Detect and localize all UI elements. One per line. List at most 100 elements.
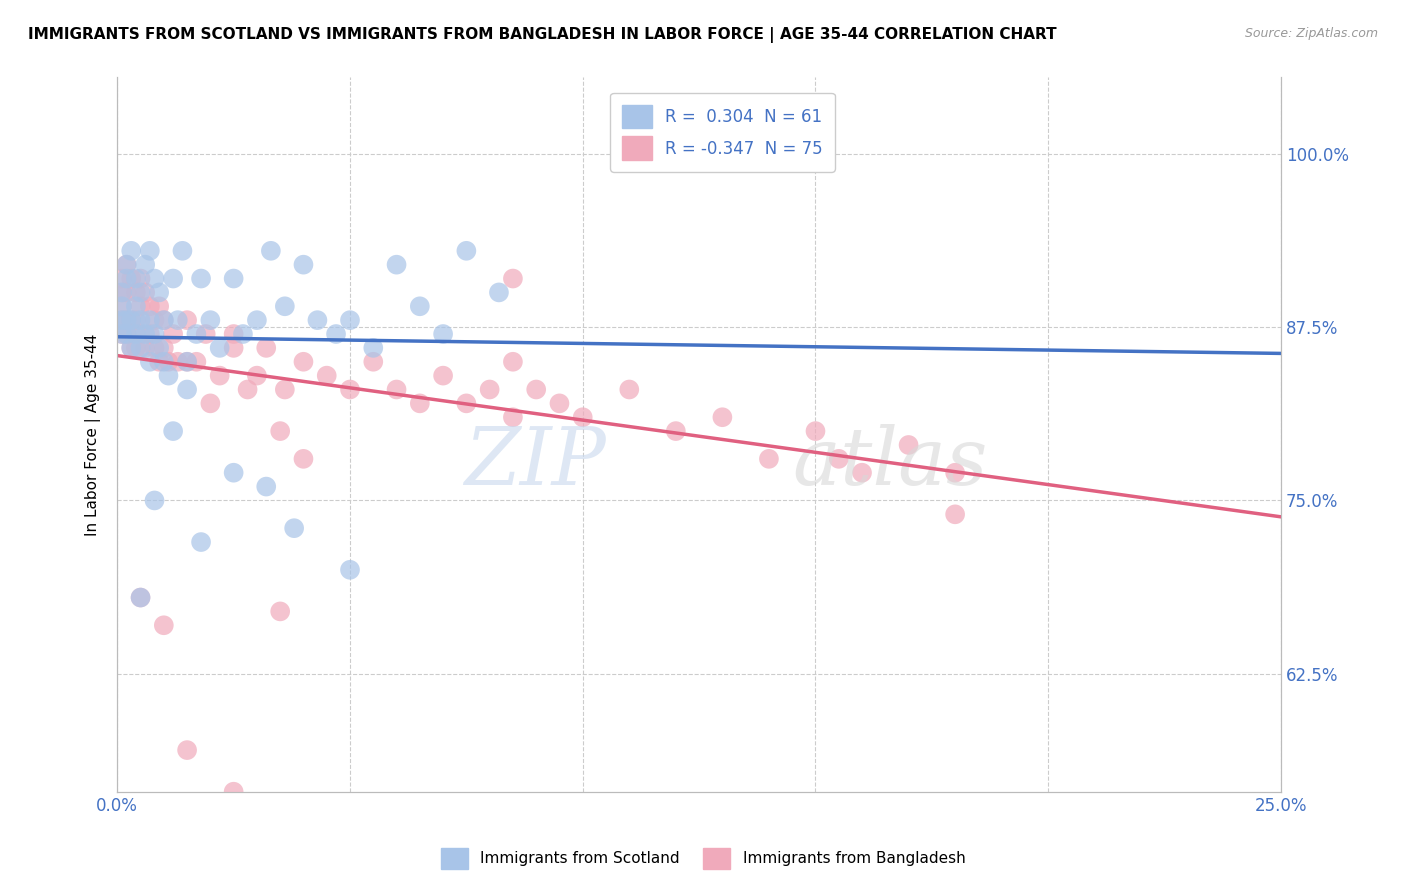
Point [129, 326, 152, 341]
Point [139, 244, 162, 258]
Point [246, 313, 269, 327]
Point [166, 313, 188, 327]
Point [292, 258, 315, 272]
Point [120, 341, 142, 355]
Point [129, 591, 152, 605]
Point [232, 326, 254, 341]
Point [897, 438, 920, 452]
Point [125, 299, 148, 313]
Point [758, 451, 780, 466]
Point [125, 341, 148, 355]
Point [111, 285, 134, 300]
Point [176, 355, 198, 369]
Point [571, 410, 593, 425]
Point [208, 368, 231, 383]
Point [162, 424, 184, 438]
Point [176, 313, 198, 327]
Point [134, 285, 156, 300]
Point [129, 341, 152, 355]
Point [325, 326, 347, 341]
Text: atlas: atlas [792, 425, 987, 502]
Point [254, 479, 277, 493]
Point [129, 313, 152, 327]
Point [456, 396, 478, 410]
Point [274, 299, 297, 313]
Point [111, 285, 134, 300]
Point [148, 341, 170, 355]
Legend: R =  0.304  N = 61, R = -0.347  N = 75: R = 0.304 N = 61, R = -0.347 N = 75 [610, 93, 835, 172]
Point [176, 743, 198, 757]
Point [385, 258, 408, 272]
Point [166, 355, 188, 369]
Point [361, 341, 384, 355]
Point [120, 341, 142, 355]
Point [943, 508, 966, 522]
Point [139, 326, 162, 341]
Point [125, 326, 148, 341]
Point [115, 258, 138, 272]
Point [432, 326, 454, 341]
Point [120, 271, 142, 285]
Point [524, 383, 547, 397]
Point [134, 258, 156, 272]
Point [143, 493, 166, 508]
Point [111, 313, 134, 327]
Point [222, 326, 245, 341]
Point [139, 313, 162, 327]
Point [148, 355, 170, 369]
Point [432, 368, 454, 383]
Point [236, 383, 259, 397]
Point [125, 271, 148, 285]
Point [139, 299, 162, 313]
Point [148, 285, 170, 300]
Point [804, 424, 827, 438]
Point [129, 285, 152, 300]
Point [502, 355, 524, 369]
Point [409, 299, 432, 313]
Point [502, 271, 524, 285]
Point [711, 410, 734, 425]
Point [162, 326, 184, 341]
Point [502, 410, 524, 425]
Point [176, 383, 198, 397]
Point [115, 258, 138, 272]
Point [153, 341, 176, 355]
Point [361, 355, 384, 369]
Point [176, 355, 198, 369]
Point [111, 299, 134, 313]
Legend: Immigrants from Scotland, Immigrants from Bangladesh: Immigrants from Scotland, Immigrants fro… [434, 841, 972, 875]
Point [478, 383, 501, 397]
Point [115, 326, 138, 341]
Point [111, 313, 134, 327]
Point [157, 368, 180, 383]
Point [548, 396, 571, 410]
Point [153, 355, 176, 369]
Point [148, 299, 170, 313]
Point [186, 326, 208, 341]
Point [222, 785, 245, 799]
Point [409, 396, 432, 410]
Point [283, 521, 305, 535]
Point [129, 299, 152, 313]
Point [111, 326, 134, 341]
Point [339, 563, 361, 577]
Point [139, 355, 162, 369]
Point [828, 451, 851, 466]
Point [943, 466, 966, 480]
Point [134, 326, 156, 341]
Text: Source: ZipAtlas.com: Source: ZipAtlas.com [1244, 27, 1378, 40]
Point [129, 271, 152, 285]
Point [254, 341, 277, 355]
Point [456, 244, 478, 258]
Point [274, 383, 297, 397]
Point [129, 591, 152, 605]
Point [269, 424, 291, 438]
Point [125, 313, 148, 327]
Point [143, 326, 166, 341]
Point [315, 368, 337, 383]
Point [111, 299, 134, 313]
Point [619, 383, 641, 397]
Point [125, 285, 148, 300]
Point [190, 535, 212, 549]
Point [190, 271, 212, 285]
